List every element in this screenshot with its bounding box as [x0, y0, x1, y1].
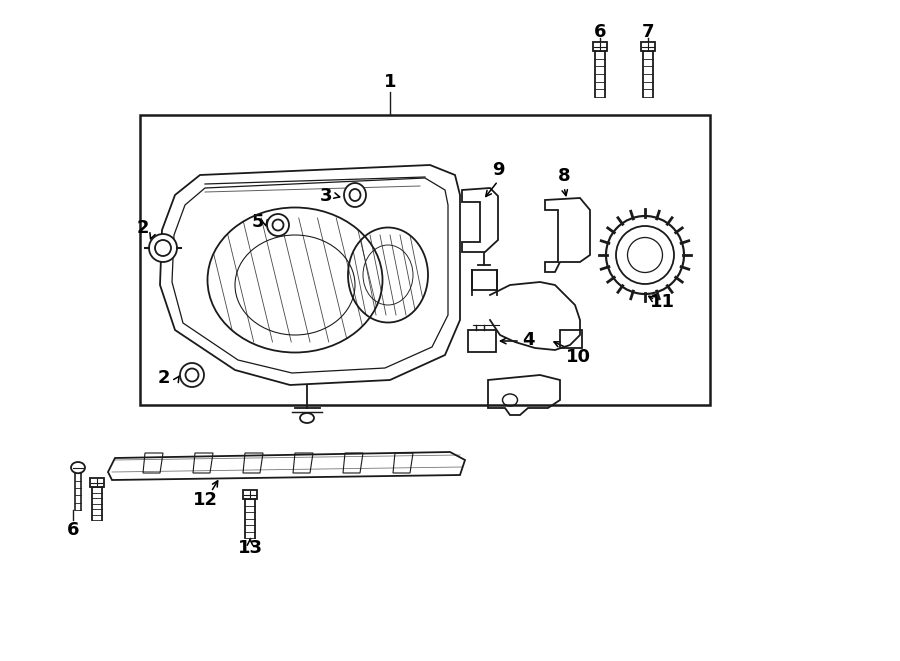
- Text: 12: 12: [193, 491, 218, 509]
- Bar: [641, 42, 655, 51]
- Text: 11: 11: [650, 293, 675, 311]
- Text: 10: 10: [566, 348, 591, 366]
- Text: 5: 5: [252, 213, 265, 231]
- Text: 7: 7: [642, 23, 654, 41]
- Text: 1: 1: [383, 73, 396, 91]
- Text: 4: 4: [522, 331, 535, 349]
- Bar: [560, 330, 582, 348]
- Bar: [472, 270, 497, 290]
- Ellipse shape: [344, 183, 366, 207]
- Bar: [593, 42, 607, 51]
- Text: 2: 2: [158, 369, 170, 387]
- Text: 9: 9: [491, 161, 504, 179]
- Text: 2: 2: [137, 219, 149, 237]
- Bar: [243, 490, 257, 499]
- Ellipse shape: [267, 214, 289, 236]
- Bar: [468, 330, 496, 352]
- Ellipse shape: [71, 462, 85, 473]
- Text: 6: 6: [67, 521, 79, 539]
- Bar: [90, 478, 104, 487]
- Text: 8: 8: [558, 167, 571, 185]
- Text: 13: 13: [238, 539, 263, 557]
- Text: 3: 3: [320, 187, 332, 205]
- Ellipse shape: [149, 234, 177, 262]
- Bar: [140, 115, 710, 405]
- Text: 6: 6: [594, 23, 607, 41]
- Ellipse shape: [180, 363, 204, 387]
